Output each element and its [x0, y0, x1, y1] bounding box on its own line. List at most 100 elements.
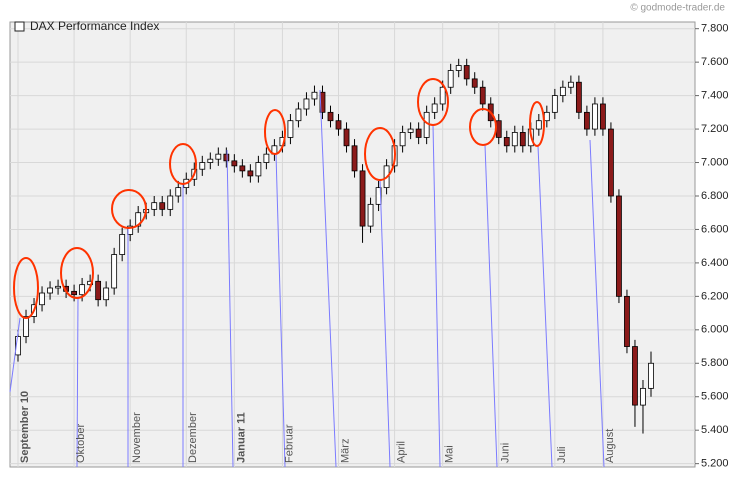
candle-body	[167, 195, 174, 210]
y-tick-label: 7.200	[701, 123, 729, 135]
candle-body	[287, 120, 294, 138]
candle-body	[15, 336, 21, 356]
candle-body	[255, 162, 262, 177]
annotation-line	[319, 89, 337, 468]
x-tick-label: März	[339, 439, 351, 463]
annotations	[9, 78, 605, 468]
candle-body	[399, 132, 406, 147]
x-tick-label: Juli	[556, 446, 568, 463]
candle-body	[159, 202, 166, 210]
candle-body	[207, 158, 214, 163]
annotation-line	[379, 179, 391, 468]
candle-body	[431, 103, 438, 113]
candle-body	[624, 295, 630, 347]
y-tick-label: 6.400	[701, 257, 729, 269]
y-tick-label: 6.600	[701, 223, 729, 235]
candle-body	[199, 162, 206, 170]
annotation-line	[537, 145, 553, 468]
candle-body	[375, 187, 382, 205]
candle-body	[175, 187, 182, 197]
plot-area	[9, 21, 696, 468]
annotation-line	[589, 139, 605, 468]
y-tick-label: 5.200	[701, 458, 729, 470]
candle-body	[447, 70, 454, 88]
candle-body	[583, 111, 590, 130]
candle-body	[479, 86, 486, 105]
candle-body	[215, 153, 222, 160]
annotation-ellipse	[111, 189, 147, 229]
candle-body	[119, 234, 126, 255]
y-tick-label: 6.000	[701, 324, 729, 336]
y-tick-label: 7.600	[701, 56, 729, 68]
candle-body	[575, 81, 582, 113]
y-tick-label: 6.200	[701, 290, 729, 302]
candle-body	[327, 111, 334, 122]
candle-body	[367, 203, 374, 227]
y-tick-label: 7.800	[701, 23, 729, 35]
annotation-ellipse	[264, 109, 286, 155]
candle-body	[559, 86, 566, 97]
annotation-ellipse	[529, 101, 545, 147]
candle-body	[55, 285, 61, 289]
x-tick-label: August	[604, 429, 616, 463]
y-tick-label: 7.400	[701, 90, 729, 102]
annotation-ellipse	[417, 78, 449, 126]
candle-body	[551, 95, 558, 113]
candle-body	[495, 120, 502, 138]
candle-body	[511, 132, 518, 147]
annotation-line	[9, 317, 21, 393]
source: © godmode-trader.de	[630, 3, 725, 14]
y-tick-label: 6.800	[701, 190, 729, 202]
x-tick-label: April	[396, 441, 408, 463]
candle-body	[608, 128, 614, 197]
annotation-ellipse	[60, 247, 94, 299]
candle-body	[231, 160, 238, 167]
x-tick-label: Februar	[283, 424, 295, 463]
candle-body	[648, 362, 654, 389]
candle-body	[39, 292, 45, 306]
annotation-ellipse	[13, 257, 39, 319]
y-tick-label: 5.800	[701, 357, 729, 369]
annotation-line	[76, 297, 79, 468]
y-tick-label: 5.400	[701, 424, 729, 436]
candle-body	[23, 316, 29, 337]
candle-body	[632, 346, 638, 406]
candle-body	[151, 202, 158, 210]
candle-body	[263, 153, 270, 163]
candle-body	[503, 137, 510, 147]
candle-body	[567, 81, 574, 88]
candle-body	[295, 108, 302, 122]
candle-body	[311, 91, 318, 100]
candle-body	[239, 165, 246, 172]
candle-body	[343, 128, 350, 147]
annotation-line	[275, 153, 286, 468]
candle-body	[439, 86, 446, 105]
x-tick-label: September 10	[19, 391, 31, 463]
y-tick-label: 7.000	[701, 156, 729, 168]
x-tick-label: Dezember	[187, 412, 199, 463]
candle-body	[415, 128, 422, 138]
annotation-ellipse	[364, 127, 396, 181]
x-tick-label: Mai	[444, 445, 456, 463]
candle-body	[359, 170, 366, 227]
candle-body	[600, 103, 606, 130]
annotation-ellipse	[169, 143, 197, 185]
candle-body	[455, 65, 462, 71]
legend-box	[14, 21, 25, 32]
candle-body	[535, 120, 542, 130]
annotation-line	[484, 144, 498, 468]
candle-body	[335, 120, 342, 130]
candle-body	[111, 254, 118, 289]
annotation-line	[432, 124, 441, 468]
candle-body	[303, 98, 310, 110]
candle-body	[592, 103, 598, 130]
candle-body	[223, 153, 230, 162]
candle-body	[407, 128, 414, 133]
candle-body	[79, 284, 86, 296]
candle-body	[519, 132, 526, 147]
x-tick-label: Januar 11	[235, 412, 247, 463]
candle-body	[471, 78, 478, 88]
candle-body	[319, 91, 326, 113]
annotation-line	[226, 149, 234, 468]
